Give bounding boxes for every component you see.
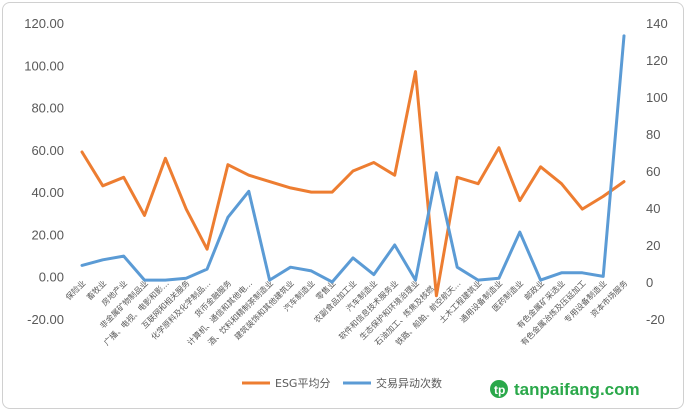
esg-point xyxy=(289,186,292,190)
right-tick-label: 60 xyxy=(646,164,660,179)
trade-anomaly-line xyxy=(80,34,626,284)
trade-point xyxy=(185,277,188,280)
trade-point xyxy=(456,266,459,269)
esg-point xyxy=(456,176,459,179)
trade-point xyxy=(393,243,396,247)
trade-point xyxy=(581,271,584,274)
esg-point xyxy=(601,195,605,198)
category-label: 保险业 xyxy=(63,278,87,302)
trade-point xyxy=(330,280,334,284)
esg-point xyxy=(226,163,230,166)
esg-point xyxy=(205,248,209,251)
esg-point xyxy=(393,174,396,177)
esg-point xyxy=(268,180,271,183)
watermark-logo-glyph: tp xyxy=(494,383,505,397)
trade-point xyxy=(122,254,125,258)
left-tick-label: 120.00 xyxy=(24,16,64,31)
trade-point xyxy=(601,275,605,278)
esg-point xyxy=(435,294,438,297)
left-tick-label: -20.00 xyxy=(27,312,64,327)
esg-point xyxy=(539,165,542,168)
trade-point xyxy=(518,230,521,234)
esg-point xyxy=(414,70,417,73)
trade-point xyxy=(80,264,84,267)
trade-point xyxy=(226,216,230,219)
right-tick-label: 120 xyxy=(646,53,668,68)
trade-point xyxy=(435,171,438,175)
right-tick-label: 100 xyxy=(646,90,668,105)
left-axis-ticks: 120.00 100.00 80.00 60.00 40.00 20.00 0.00 -20.… xyxy=(24,16,64,327)
series-lines xyxy=(80,34,626,298)
trade-point xyxy=(497,277,501,280)
esg-point xyxy=(372,161,376,164)
trade-point xyxy=(247,190,250,193)
trade-point xyxy=(476,278,480,282)
trade-point xyxy=(351,256,355,260)
esg-point xyxy=(310,190,313,194)
esg-point xyxy=(80,150,84,154)
esg-point xyxy=(581,207,584,211)
trade-point xyxy=(622,34,626,38)
left-tick-label: 80.00 xyxy=(31,101,64,116)
esg-point xyxy=(143,214,146,217)
trade-point xyxy=(310,269,313,273)
esg-point xyxy=(101,184,105,187)
esg-point xyxy=(164,157,167,160)
trade-point xyxy=(539,278,542,282)
watermark-logo-icon xyxy=(490,380,508,398)
trade-point xyxy=(205,267,209,271)
right-tick-label: 140 xyxy=(646,16,668,31)
trade-point xyxy=(143,278,146,282)
legend: ESG平均分 交易异动次数 xyxy=(242,376,442,390)
trade-point xyxy=(101,258,105,261)
trade-point xyxy=(268,278,271,282)
esg-point xyxy=(122,176,125,179)
esg-point xyxy=(185,207,188,211)
esg-point xyxy=(351,169,355,173)
esg-average-line xyxy=(80,70,626,298)
watermark: tp tanpaifang.com xyxy=(490,380,640,399)
category-labels: 保险业畜牧业房地产业非金属矿物制品业广播、电视、电影和影…互联网和相关服务化学原… xyxy=(63,278,629,347)
esg-point xyxy=(518,199,521,202)
trade-point xyxy=(372,273,376,276)
right-tick-label: 80 xyxy=(646,127,660,142)
left-tick-label: 20.00 xyxy=(31,227,64,242)
left-tick-label: 0.00 xyxy=(39,270,64,285)
left-tick-label: 60.00 xyxy=(31,143,64,158)
watermark-text: tanpaifang.com xyxy=(514,380,640,399)
trade-point xyxy=(560,271,563,274)
esg-point xyxy=(497,146,501,149)
legend-label-esg: ESG平均分 xyxy=(275,377,330,390)
right-tick-label: 20 xyxy=(646,238,660,253)
right-tick-label: 0 xyxy=(646,275,653,290)
esg-point xyxy=(476,182,480,185)
esg-point xyxy=(560,182,563,185)
trade-point xyxy=(289,266,292,269)
right-tick-label: -20 xyxy=(646,312,665,327)
right-tick-label: 40 xyxy=(646,201,660,216)
esg-point xyxy=(247,174,250,177)
esg-point xyxy=(330,190,334,194)
trade-point xyxy=(164,278,167,282)
right-axis-ticks: 140 120 100 80 60 40 20 0 -20 xyxy=(646,16,668,327)
left-tick-label: 100.00 xyxy=(24,58,64,73)
esg-point xyxy=(622,180,626,183)
left-tick-label: 40.00 xyxy=(31,185,64,200)
legend-label-trades: 交易异动次数 xyxy=(376,376,442,390)
trade-point xyxy=(414,278,417,282)
